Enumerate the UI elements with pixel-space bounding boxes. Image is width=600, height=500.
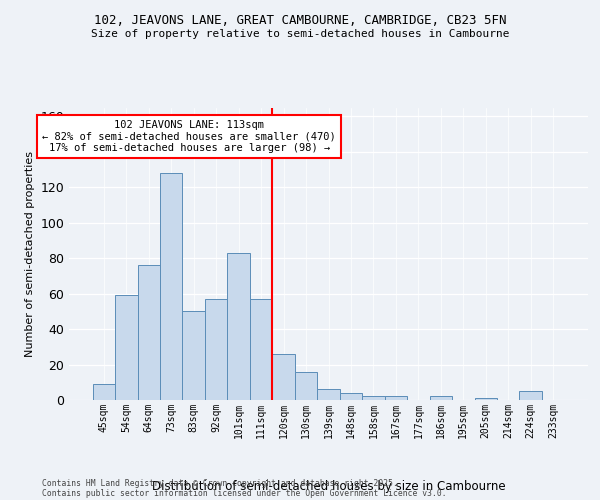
Text: Size of property relative to semi-detached houses in Cambourne: Size of property relative to semi-detach… (91, 29, 509, 39)
Bar (182, 312, 205, 400)
Bar (92, 384, 115, 400)
X-axis label: Distribution of semi-detached houses by size in Cambourne: Distribution of semi-detached houses by … (152, 480, 505, 492)
Bar (205, 299, 227, 400)
Bar (385, 396, 407, 400)
Bar (250, 299, 272, 400)
Bar (317, 390, 340, 400)
Y-axis label: Number of semi-detached properties: Number of semi-detached properties (25, 151, 35, 357)
Text: Contains public sector information licensed under the Open Government Licence v3: Contains public sector information licen… (42, 488, 446, 498)
Bar (295, 372, 317, 400)
Bar (520, 391, 542, 400)
Bar (475, 398, 497, 400)
Bar (227, 253, 250, 400)
Text: Contains HM Land Registry data © Crown copyright and database right 2025.: Contains HM Land Registry data © Crown c… (42, 478, 398, 488)
Bar (115, 296, 137, 400)
Bar (137, 266, 160, 400)
Text: 102, JEAVONS LANE, GREAT CAMBOURNE, CAMBRIDGE, CB23 5FN: 102, JEAVONS LANE, GREAT CAMBOURNE, CAMB… (94, 14, 506, 27)
Bar (272, 354, 295, 400)
Bar (430, 396, 452, 400)
Text: 102 JEAVONS LANE: 113sqm
← 82% of semi-detached houses are smaller (470)
17% of : 102 JEAVONS LANE: 113sqm ← 82% of semi-d… (43, 120, 336, 153)
Bar (340, 393, 362, 400)
Bar (160, 173, 182, 400)
Bar (362, 396, 385, 400)
